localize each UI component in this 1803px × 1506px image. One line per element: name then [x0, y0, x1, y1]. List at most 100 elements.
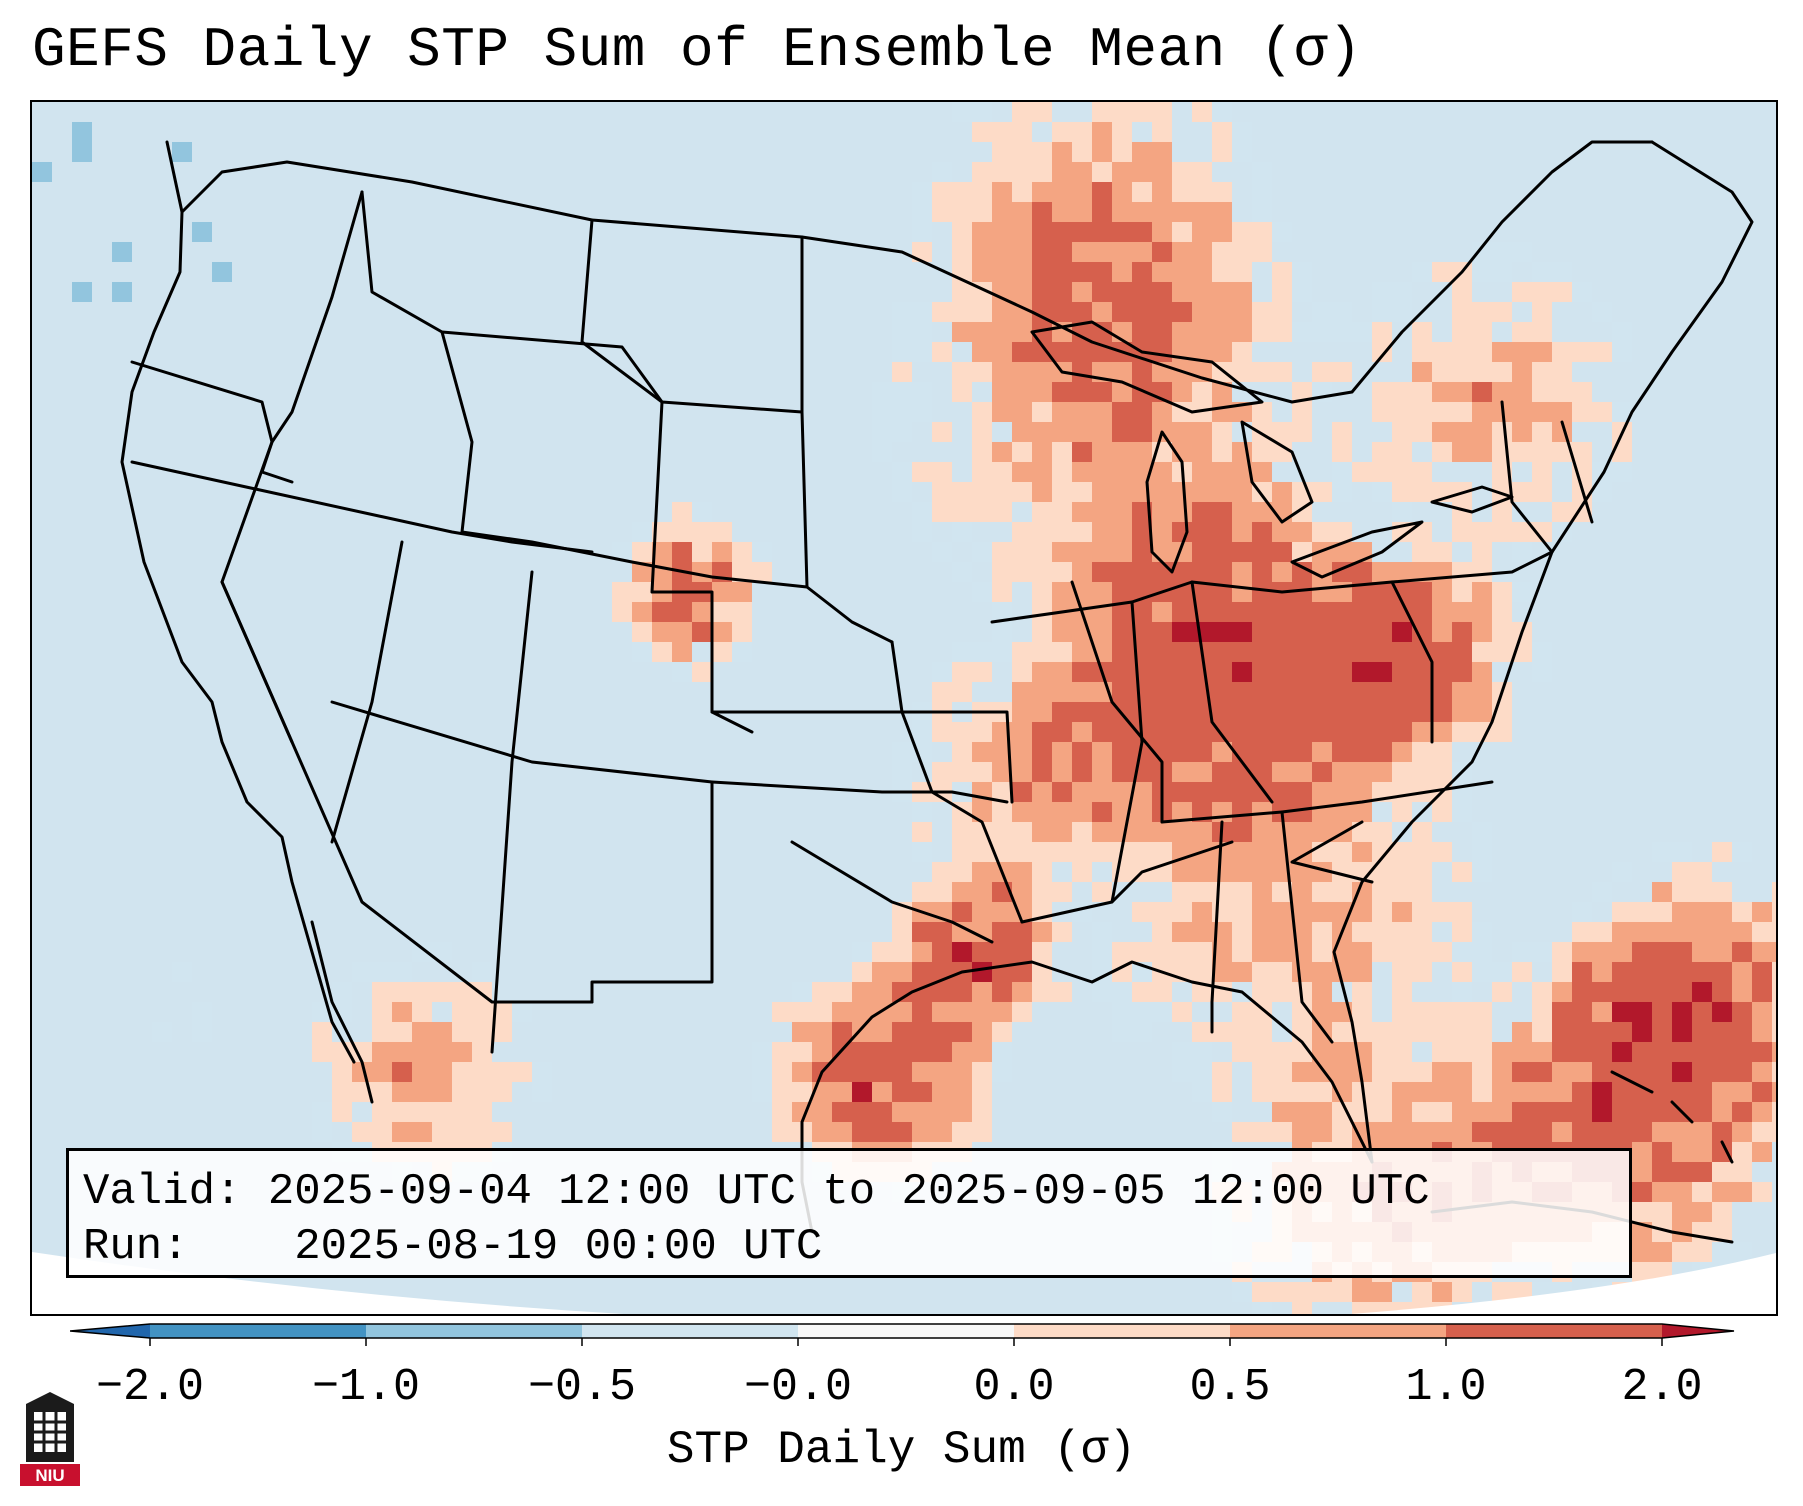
stp-grid-cell [912, 1122, 932, 1142]
stp-grid-cell [1192, 742, 1212, 762]
stp-grid-cell [1432, 1002, 1452, 1022]
stp-grid-cell [992, 582, 1012, 602]
stp-grid-cell [1412, 662, 1432, 682]
stp-grid-cell [892, 1062, 912, 1082]
stp-grid-cell [792, 1062, 812, 1082]
lake-superior [1030, 320, 1264, 414]
stp-grid-cell [1132, 822, 1152, 842]
stp-grid-cell [912, 1082, 932, 1102]
stp-grid-cell [672, 622, 692, 642]
stp-grid-cell [1112, 202, 1132, 222]
stp-grid-cell [1072, 662, 1092, 682]
stp-grid-cell [1752, 1022, 1772, 1042]
stp-grid-cell [1112, 622, 1132, 642]
stp-grid-cell [1512, 342, 1532, 362]
stp-grid-cell [1012, 382, 1032, 402]
stp-grid-cell [1592, 302, 1612, 322]
stp-grid-cell [1412, 822, 1432, 842]
stp-grid-cell [1272, 542, 1292, 562]
stp-grid-cell [1292, 522, 1312, 542]
stp-grid-cell [1012, 202, 1032, 222]
stp-grid-cell [1472, 1102, 1492, 1122]
stp-grid-cell [1772, 1202, 1776, 1222]
stp-grid-cell [1272, 762, 1292, 782]
lake-huron [1240, 420, 1314, 524]
stp-grid-cell [1252, 1082, 1272, 1102]
stp-grid-cell [1232, 642, 1252, 662]
stp-grid-cell [1212, 222, 1232, 242]
stp-grid-cell [792, 982, 812, 1002]
stp-grid-cell [1532, 302, 1552, 322]
stp-grid-cell [1112, 602, 1132, 622]
stp-grid-cell [1312, 362, 1332, 382]
stp-grid-cell [1532, 1102, 1552, 1122]
stp-grid-cell [1252, 742, 1272, 762]
stp-grid-cell [1172, 382, 1192, 402]
stp-grid-cell [1392, 462, 1412, 482]
stp-grid-cell [1412, 382, 1432, 402]
stp-grid-cell [1492, 522, 1512, 542]
stp-grid-cell [1132, 102, 1152, 122]
stp-grid-cell [1112, 942, 1132, 962]
stp-grid-cell [1232, 1022, 1252, 1042]
stp-grid-cell [1192, 442, 1212, 462]
stp-grid-cell [1312, 902, 1332, 922]
stp-grid-cell [1352, 802, 1372, 822]
stp-grid-cell [1672, 1082, 1692, 1102]
stp-grid-cell [1572, 282, 1592, 302]
stp-grid-cell [1732, 1102, 1752, 1122]
stp-grid-cell [1292, 422, 1312, 442]
stp-grid-cell [1092, 262, 1112, 282]
stp-grid-cell [1512, 582, 1532, 602]
stp-grid-cell [1512, 1122, 1532, 1142]
stp-grid-cell [972, 322, 992, 342]
stp-grid-cell [1232, 942, 1252, 962]
stp-grid-cell [1192, 902, 1212, 922]
stp-grid-cell [1072, 562, 1092, 582]
stp-grid-cell [372, 1122, 392, 1142]
colorbar-tick-label: −0.5 [527, 1362, 637, 1413]
valid-value: 2025-09-04 12:00 UTC to 2025-09-05 12:00… [267, 1167, 1430, 1217]
stp-grid-cell [1432, 722, 1452, 742]
stp-grid-cell [952, 562, 972, 582]
stp-grid-cell [1512, 942, 1532, 962]
stp-grid-cell [972, 162, 992, 182]
stp-grid-cell [1672, 902, 1692, 922]
state-line [1390, 580, 1434, 744]
stp-grid-cell [1452, 1102, 1472, 1122]
stp-grid-cell [1372, 382, 1392, 402]
state-boundaries [120, 140, 1754, 1244]
stp-grid-cell [1712, 842, 1732, 862]
stp-grid-cell [1332, 742, 1352, 762]
stp-grid-cell [1012, 822, 1032, 842]
stp-grid-cell [1192, 462, 1212, 482]
colorbar-tick-label: −0.0 [743, 1362, 853, 1413]
stp-grid-cell [1272, 442, 1292, 462]
stp-grid-cell [1132, 242, 1152, 262]
stp-grid-cell [1272, 722, 1292, 742]
stp-grid-cell [1532, 322, 1552, 342]
stp-grid-cell [1292, 682, 1312, 702]
stp-grid-cell [1332, 542, 1352, 562]
stp-grid-cell [1252, 682, 1272, 702]
stp-grid-cell [912, 942, 932, 962]
stp-grid-cell [1052, 462, 1072, 482]
stp-grid-cell [1172, 182, 1192, 202]
stp-grid-cell [1472, 1082, 1492, 1102]
stp-grid-cell [932, 1002, 952, 1022]
stp-grid-cell [1192, 562, 1212, 582]
stp-grid-cell [1732, 1082, 1752, 1102]
stp-grid-cell [1232, 362, 1252, 382]
stp-grid-cell [1252, 302, 1272, 322]
stp-grid-cell [1312, 682, 1332, 702]
stp-grid-cell [1532, 362, 1552, 382]
stp-grid-cell [1012, 1002, 1032, 1022]
stp-grid-cell [1012, 762, 1032, 782]
stp-grid-cell [992, 1062, 1012, 1082]
stp-grid-cell [1552, 282, 1572, 302]
stp-grid-cell [1392, 582, 1412, 602]
stp-grid-cell [372, 1022, 392, 1042]
stp-grid-cell [332, 1102, 352, 1122]
map-panel[interactable] [30, 100, 1778, 1316]
stp-grid-cell [1032, 762, 1052, 782]
